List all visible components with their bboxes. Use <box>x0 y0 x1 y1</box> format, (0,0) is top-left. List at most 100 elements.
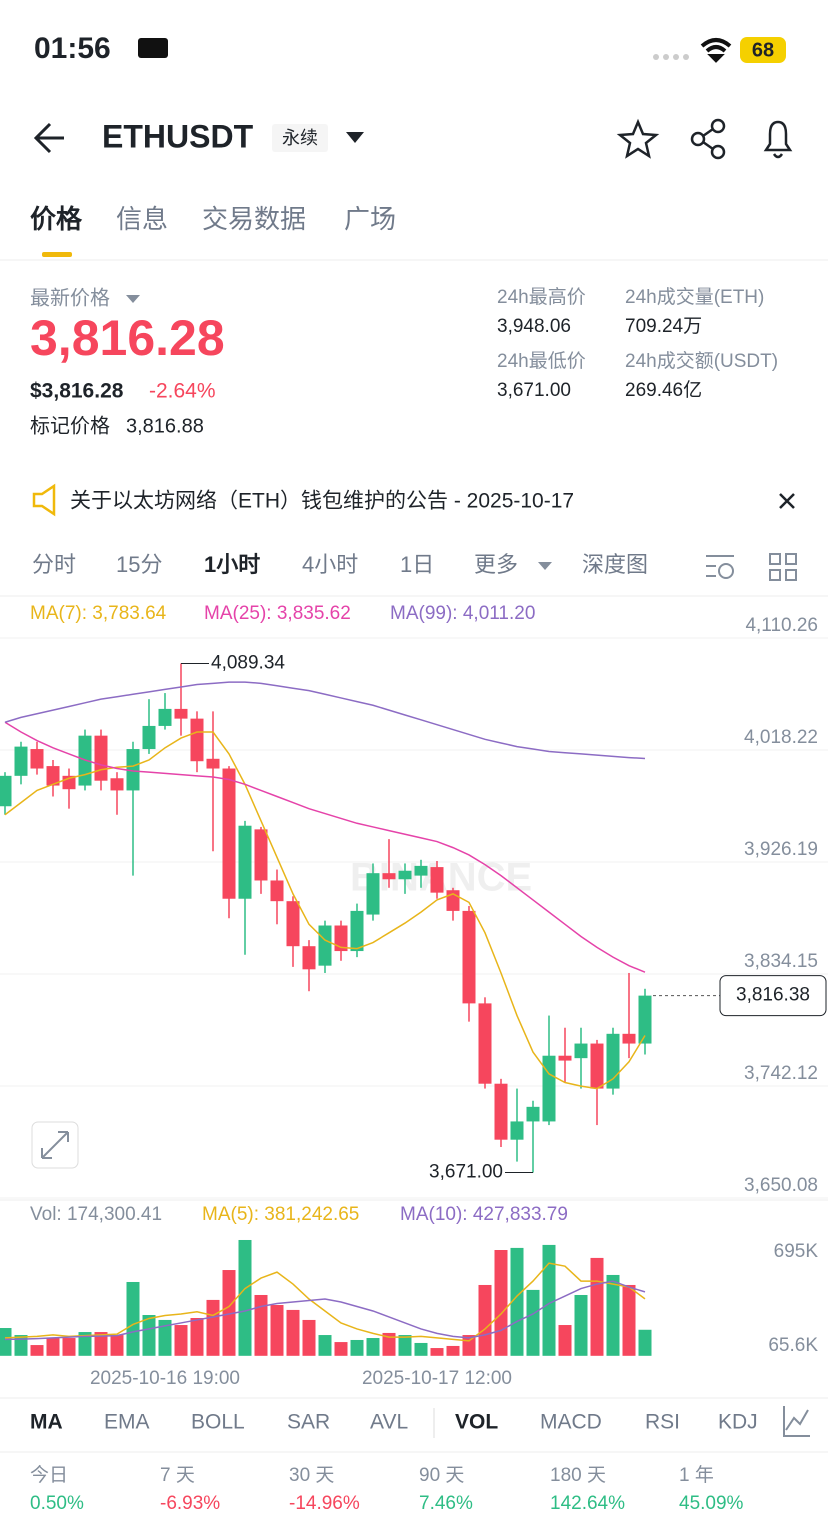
volume-bar <box>542 1244 556 1356</box>
indicator-tab[interactable]: EMA <box>104 1411 150 1434</box>
stat-label: 24h成交额(USDT) <box>625 350 778 372</box>
candle-body <box>110 778 124 791</box>
annotation: 3,671.00 <box>429 1162 503 1183</box>
ma-line <box>4 681 646 760</box>
interval[interactable]: 更多 <box>474 552 518 577</box>
favorite-button[interactable] <box>616 118 660 159</box>
indicator-tab[interactable]: KDJ <box>718 1411 758 1434</box>
candle-body <box>190 718 204 762</box>
candle-body <box>126 749 140 791</box>
volume-bar <box>238 1239 252 1356</box>
candle-body <box>638 995 652 1044</box>
volume-bar <box>382 1332 396 1356</box>
interval[interactable]: 4小时 <box>302 552 358 577</box>
interval[interactable]: 分时 <box>32 552 76 577</box>
last-price-box <box>719 975 827 1017</box>
tab[interactable]: 广场 <box>344 204 396 234</box>
stat-value: 709.24万 <box>625 316 702 337</box>
symbol-dropdown[interactable] <box>346 132 364 143</box>
price-change: -2.64% <box>149 380 216 403</box>
share-button[interactable] <box>690 118 726 160</box>
mark-price-label: 标记价格 <box>30 414 110 437</box>
clock: 01:56 <box>34 32 111 65</box>
battery <box>740 37 786 63</box>
indicator-tab[interactable]: RSI <box>645 1411 680 1434</box>
layout-button[interactable] <box>769 553 797 581</box>
tab[interactable]: 交易数据 <box>202 204 306 234</box>
candle-body <box>0 775 12 807</box>
usd-price: $3,816.28 <box>30 380 124 403</box>
period-change: -14.96% <box>289 1493 360 1514</box>
candle-body <box>478 1003 492 1084</box>
x-tick-label: 2025-10-17 12:00 <box>362 1368 512 1389</box>
candle-body <box>398 870 412 880</box>
volume-bar <box>414 1342 428 1356</box>
signal-icon <box>653 54 689 60</box>
indicator-settings[interactable] <box>783 1406 810 1437</box>
candle-body <box>366 873 380 915</box>
contract-badge <box>272 124 328 152</box>
more-dropdown[interactable] <box>538 562 552 570</box>
close-announcement[interactable] <box>779 493 795 509</box>
candle-body <box>222 768 236 899</box>
volume-bar <box>14 1335 28 1356</box>
period-label: 180 天 <box>550 1465 606 1486</box>
candle-body <box>238 825 252 899</box>
volume-bar <box>270 1305 284 1356</box>
volume-bar <box>446 1345 460 1356</box>
period-change: -6.93% <box>160 1493 220 1514</box>
volume-bar <box>302 1319 316 1356</box>
y-tick-label: 4,110.26 <box>745 615 818 636</box>
volume-bar <box>190 1318 204 1356</box>
y-tick-label: 3,834.15 <box>744 951 818 972</box>
price-dropdown[interactable] <box>126 295 140 303</box>
volume-bar <box>158 1319 172 1356</box>
interval[interactable]: 深度图 <box>582 552 648 577</box>
volume-bar <box>638 1329 652 1356</box>
symbol[interactable]: ETHUSDT <box>102 118 254 154</box>
candle-body <box>334 925 348 952</box>
volume-bar <box>206 1299 220 1356</box>
interval[interactable]: 15分 <box>116 552 162 577</box>
candle-body <box>350 910 364 952</box>
volume-bar <box>30 1345 44 1356</box>
ma-line <box>4 1280 646 1341</box>
candle-body <box>606 1033 620 1089</box>
interval[interactable]: 1小时 <box>204 552 260 577</box>
indicator-tab[interactable]: MACD <box>540 1411 602 1434</box>
candle-body <box>302 946 316 970</box>
candle-body <box>494 1083 508 1140</box>
y-tick-label: 3,650.08 <box>744 1175 818 1196</box>
tab[interactable]: 价格 <box>30 204 83 234</box>
candle-body <box>174 708 188 719</box>
stat-value: 3,671.00 <box>497 380 571 401</box>
indicator-tab[interactable]: VOL <box>455 1411 498 1434</box>
volume-bar <box>110 1335 124 1356</box>
tab[interactable]: 信息 <box>116 204 168 234</box>
period-label: 1 年 <box>679 1464 714 1486</box>
announcement[interactable]: 关于以太坊网络（ETH）钱包维护的公告 - 2025-10-17 <box>70 490 574 513</box>
stat-value: 269.46亿 <box>625 379 702 401</box>
indicator-tab[interactable]: MA <box>30 1411 63 1434</box>
indicator-tab[interactable]: BOLL <box>191 1411 245 1434</box>
ma-line <box>4 731 646 1090</box>
candle-body <box>270 880 284 902</box>
vol-tick-label: 65.6K <box>768 1335 818 1356</box>
price-label: 最新价格 <box>30 286 110 309</box>
ma-legend: MA(99): 4,011.20 <box>390 603 535 624</box>
vol-tick-label: 695K <box>774 1241 819 1262</box>
mark-price: 3,816.88 <box>126 415 204 437</box>
stat-value: 3,948.06 <box>497 316 571 337</box>
alert-button[interactable] <box>763 120 793 159</box>
back-button[interactable] <box>33 122 64 154</box>
indicator-tab[interactable]: AVL <box>370 1411 408 1434</box>
period-label: 7 天 <box>160 1465 195 1486</box>
indicator-tab[interactable]: SAR <box>287 1411 330 1434</box>
period-label: 今日 <box>30 1464 68 1486</box>
candle-body <box>382 873 396 880</box>
candle-body <box>14 746 28 776</box>
candle-body <box>158 708 172 726</box>
chart-settings[interactable] <box>706 555 734 579</box>
interval[interactable]: 1日 <box>400 552 434 577</box>
